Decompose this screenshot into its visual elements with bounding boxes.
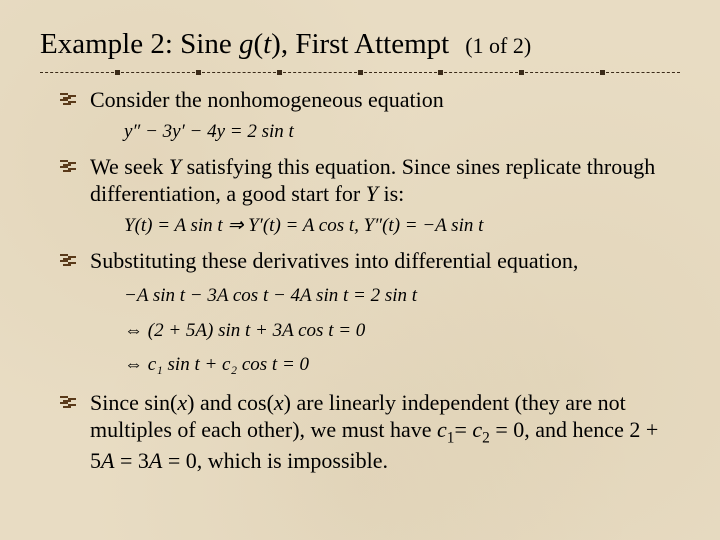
- equation: y″ − 3y′ − 4y = 2 sin t: [124, 118, 680, 147]
- bullet-text: Since sin(x) and cos(x) are linearly ind…: [90, 390, 658, 473]
- list-item: Since sin(x) and cos(x) are linearly ind…: [60, 390, 680, 475]
- title-suffix: ), First Attempt: [271, 28, 449, 60]
- equation-line: ⇔ (2 + 5A) sin t + 3A cos t = 0: [124, 314, 680, 348]
- bullet-text: We seek Y satisfying this equation. Sinc…: [90, 154, 655, 206]
- list-item: Substituting these derivatives into diff…: [60, 248, 680, 381]
- equation-block: −A sin t − 3A cos t − 4A sin t = 2 sin t…: [124, 279, 680, 382]
- title-row: Example 2: Sine g(t), First Attempt (1 o…: [40, 28, 680, 61]
- bullet-text: Consider the nonhomogeneous equation: [90, 87, 444, 112]
- title-divider: [40, 67, 680, 77]
- equation-line: ⇔ c₁ sin t + c₂ cos t = 0: [124, 348, 680, 382]
- title-func: g: [239, 28, 254, 60]
- list-item: We seek Y satisfying this equation. Sinc…: [60, 154, 680, 240]
- bullet-list: Consider the nonhomogeneous equation y″ …: [40, 87, 680, 475]
- title-prefix: Example 2: Sine: [40, 28, 239, 60]
- title-arg-open: (: [253, 28, 263, 60]
- slide: Example 2: Sine g(t), First Attempt (1 o…: [0, 0, 720, 501]
- list-item: Consider the nonhomogeneous equation y″ …: [60, 87, 680, 146]
- equation: Y(t) = A sin t ⇒ Y′(t) = A cos t, Y″(t) …: [124, 212, 680, 241]
- title-arg: t: [263, 28, 271, 60]
- page-indicator: (1 of 2): [465, 33, 531, 59]
- bullet-text: Substituting these derivatives into diff…: [90, 248, 578, 273]
- equation-line: −A sin t − 3A cos t − 4A sin t = 2 sin t: [124, 279, 680, 313]
- slide-title: Example 2: Sine g(t), First Attempt: [40, 28, 449, 61]
